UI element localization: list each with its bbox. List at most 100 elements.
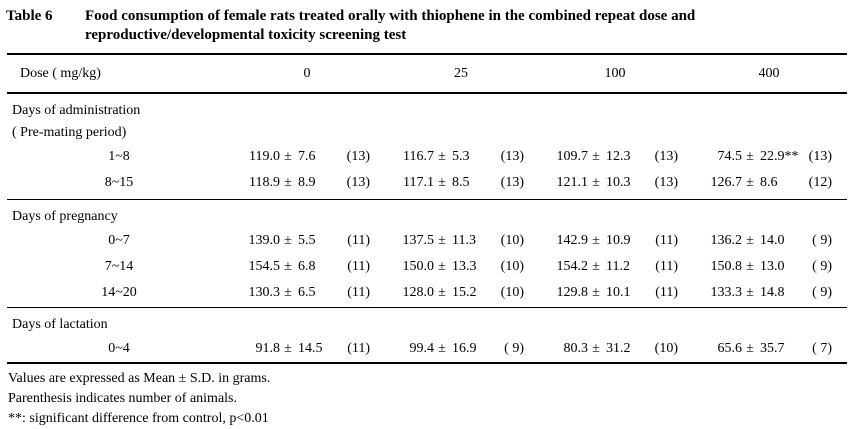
cell-mean: 137.5 bbox=[402, 233, 435, 248]
cell-sd: 8.9 bbox=[298, 175, 316, 190]
cell-mean: 129.8 bbox=[556, 285, 589, 300]
dose-unit-label: Dose ( mg/kg) bbox=[20, 65, 101, 81]
plus-minus-sign: ± bbox=[438, 341, 446, 356]
table-row: 14~20 130.3 ±6.5 (11) 128.0 ±15.2 (10) 129.8 ±10… bbox=[0, 280, 854, 306]
cell-sd: 6.5 bbox=[298, 285, 316, 300]
cell-animal-count: ( 9) bbox=[812, 233, 832, 248]
cell-animal-count: (11) bbox=[655, 233, 678, 248]
cell-mean: 121.1 bbox=[556, 175, 589, 190]
cell-animal-count: (13) bbox=[346, 149, 370, 164]
cell-animal-count: (13) bbox=[654, 175, 678, 190]
cell-animal-count: (13) bbox=[808, 149, 832, 164]
cell-sd: 10.3 bbox=[606, 175, 631, 190]
cell-sd: 6.8 bbox=[298, 259, 316, 274]
plus-minus-sign: ± bbox=[746, 175, 754, 190]
plus-minus-sign: ± bbox=[284, 149, 292, 164]
cell-animal-count: (11) bbox=[655, 285, 678, 300]
dose-col-header-400: 400 bbox=[758, 65, 780, 81]
cell-mean: 109.7 bbox=[556, 149, 589, 164]
cell-animal-count: (13) bbox=[500, 175, 524, 190]
cell-animal-count: ( 9) bbox=[812, 285, 832, 300]
cell-sd: 15.2 bbox=[452, 285, 477, 300]
plus-minus-sign: ± bbox=[438, 233, 446, 248]
cell-sd: 16.9 bbox=[452, 341, 477, 356]
cell-animal-count: ( 7) bbox=[812, 341, 832, 356]
plus-minus-sign: ± bbox=[592, 233, 600, 248]
plus-minus-sign: ± bbox=[438, 149, 446, 164]
cell-sd: 14.5 bbox=[298, 341, 323, 356]
plus-minus-sign: ± bbox=[746, 149, 754, 164]
cell-animal-count: (11) bbox=[347, 341, 370, 356]
cell-mean: 99.4 bbox=[409, 341, 435, 356]
table-row: 0~7 139.0 ±5.5 (11) 137.5 ±11.3 (10) 142.9 ±10.9… bbox=[0, 228, 854, 254]
section-heading: Days of administration bbox=[12, 103, 141, 118]
cell-mean: 150.0 bbox=[402, 259, 435, 274]
plus-minus-sign: ± bbox=[746, 341, 754, 356]
plus-minus-sign: ± bbox=[746, 259, 754, 274]
cell-mean: 142.9 bbox=[556, 233, 589, 248]
row-label: 7~14 bbox=[104, 259, 134, 274]
table-number: Table 6 bbox=[6, 8, 53, 24]
cell-animal-count: (13) bbox=[500, 149, 524, 164]
cell-sd: 14.0 bbox=[760, 233, 785, 248]
cell-mean: 126.7 bbox=[710, 175, 743, 190]
cell-mean: 136.2 bbox=[710, 233, 743, 248]
table-row: 8~15 118.9 ±8.9 (13) 117.1 ±8.5 (13) 121.1 ±10.3… bbox=[0, 170, 854, 196]
plus-minus-sign: ± bbox=[284, 285, 292, 300]
cell-mean: 150.8 bbox=[710, 259, 743, 274]
plus-minus-sign: ± bbox=[746, 233, 754, 248]
cell-animal-count: ( 9) bbox=[504, 341, 524, 356]
cell-mean: 116.7 bbox=[403, 149, 434, 164]
cell-mean: 80.3 bbox=[563, 341, 589, 356]
row-label: 0~7 bbox=[108, 233, 130, 248]
footnote-significance: **: significant difference from control,… bbox=[8, 411, 269, 426]
footnote-mean-sd: Values are expressed as Mean ± S.D. in g… bbox=[8, 371, 271, 386]
plus-minus-sign: ± bbox=[284, 175, 292, 190]
cell-sd: 35.7 bbox=[760, 341, 785, 356]
footnote-parenthesis: Parenthesis indicates number of animals. bbox=[8, 391, 237, 406]
dose-col-header-100: 100 bbox=[604, 65, 626, 81]
plus-minus-sign: ± bbox=[438, 259, 446, 274]
rule-below-header bbox=[7, 92, 847, 94]
cell-sd: 13.3 bbox=[452, 259, 477, 274]
cell-animal-count: (13) bbox=[346, 175, 370, 190]
cell-animal-count: (11) bbox=[347, 233, 370, 248]
cell-mean: 139.0 bbox=[248, 233, 281, 248]
cell-animal-count: (10) bbox=[500, 285, 524, 300]
rule-section-divider bbox=[7, 307, 847, 308]
cell-sd: 5.3 bbox=[452, 149, 470, 164]
cell-animal-count: (10) bbox=[500, 259, 524, 274]
cell-mean: 74.5 bbox=[717, 149, 743, 164]
cell-sd: 8.6 bbox=[760, 175, 778, 190]
cell-sd: 8.5 bbox=[452, 175, 470, 190]
table-row: 1~8 119.0 ±7.6 (13) 116.7 ±5.3 (13) 109.7 ±12.3(… bbox=[0, 144, 854, 170]
cell-mean: 117.1 bbox=[403, 175, 434, 190]
cell-mean: 128.0 bbox=[402, 285, 435, 300]
plus-minus-sign: ± bbox=[592, 285, 600, 300]
cell-sd: 13.0 bbox=[760, 259, 785, 274]
plus-minus-sign: ± bbox=[284, 259, 292, 274]
cell-animal-count: (10) bbox=[500, 233, 524, 248]
dose-col-header-25: 25 bbox=[454, 65, 468, 81]
row-label: 0~4 bbox=[108, 341, 130, 356]
plus-minus-sign: ± bbox=[592, 259, 600, 274]
cell-mean: 118.9 bbox=[249, 175, 280, 190]
row-label: 8~15 bbox=[104, 175, 134, 190]
section-heading: Days of pregnancy bbox=[12, 209, 118, 224]
plus-minus-sign: ± bbox=[592, 341, 600, 356]
rule-section-divider bbox=[7, 199, 847, 200]
plus-minus-sign: ± bbox=[592, 175, 600, 190]
table-row: 0~4 91.8 ±14.5 (11) 99.4 ±16.9( 9) 80.3 ±31.2 (1… bbox=[0, 336, 854, 362]
row-label: 1~8 bbox=[108, 149, 130, 164]
cell-mean: 130.3 bbox=[248, 285, 281, 300]
cell-sd: 12.3 bbox=[606, 149, 631, 164]
table-body: Days of administration ( Pre-mating perio… bbox=[0, 100, 854, 362]
plus-minus-sign: ± bbox=[438, 285, 446, 300]
table-row: 7~14 154.5 ±6.8 (11) 150.0 ±13.3 (10) 154.2 ±11.… bbox=[0, 254, 854, 280]
plus-minus-sign: ± bbox=[438, 175, 446, 190]
plus-minus-sign: ± bbox=[284, 341, 292, 356]
table-title: Food consumption of female rats treated … bbox=[85, 8, 696, 43]
table-header-row: Dose ( mg/kg) 0 25 100 400 bbox=[0, 55, 854, 92]
dose-col-header-0: 0 bbox=[303, 65, 311, 81]
